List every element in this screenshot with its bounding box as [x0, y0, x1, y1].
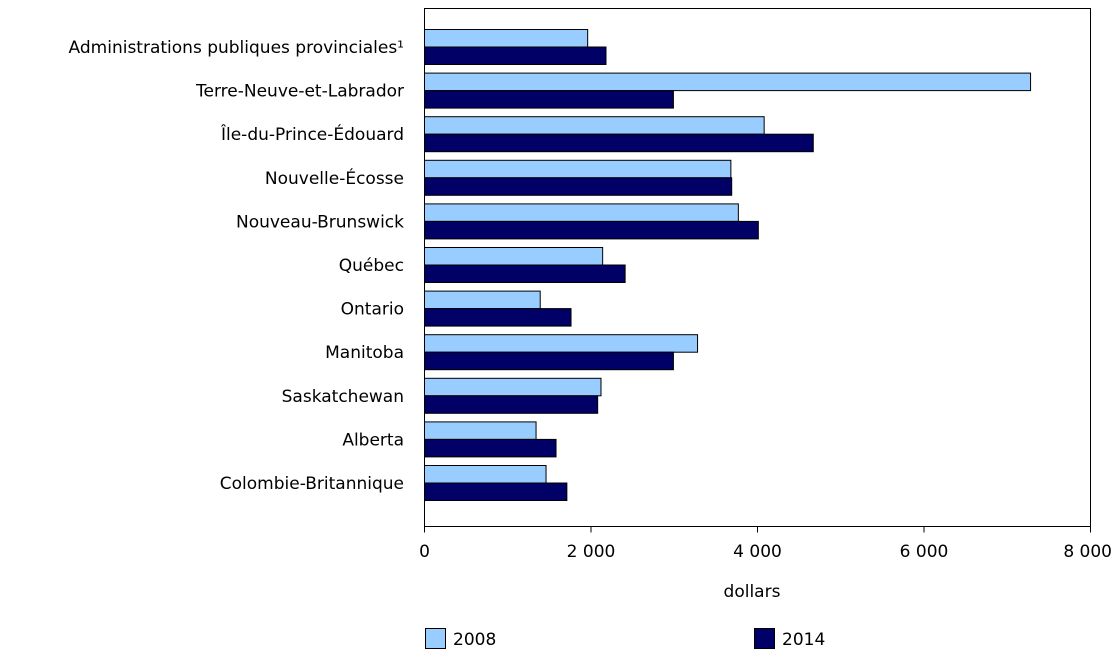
bar-2014-2 — [424, 133, 814, 153]
category-label: Île-du-Prince-Édouard — [220, 123, 404, 145]
bar-2014-1 — [424, 90, 674, 109]
bar-2008-9 — [424, 421, 537, 440]
x-axis-title: dollars — [724, 582, 781, 602]
category-label: Manitoba — [325, 343, 404, 363]
bar-2014-10 — [424, 482, 568, 501]
x-tick-label: 4 000 — [733, 542, 782, 562]
bar-2014-5 — [424, 264, 626, 283]
bar-2008-3 — [424, 159, 732, 179]
category-labels: Administrations publiques provinciales¹ T… — [69, 38, 405, 494]
bar-2014-0 — [424, 46, 607, 65]
x-tick-label: 0 — [419, 542, 430, 562]
category-label: Terre-Neuve-et-Labrador — [195, 82, 404, 102]
category-label: Colombie-Britannique — [220, 474, 404, 494]
category-label: Nouvelle-Écosse — [265, 167, 404, 189]
bar-2008-1 — [424, 72, 1032, 92]
legend-label-2008: 2008 — [453, 630, 496, 650]
bar-2014-7 — [424, 351, 674, 371]
x-tick-label: 6 000 — [900, 542, 949, 562]
category-label: Ontario — [341, 300, 404, 320]
bar-2008-0 — [424, 29, 589, 48]
bar-2008-6 — [424, 290, 541, 310]
bar-2014-9 — [424, 438, 557, 458]
bar-2008-2 — [424, 116, 765, 135]
category-label: Alberta — [342, 430, 404, 450]
bar-2008-7 — [424, 334, 699, 353]
x-tick-label: 8 000 — [1063, 542, 1112, 562]
legend: 2008 2014 — [425, 628, 825, 650]
legend-label-2014: 2014 — [782, 630, 825, 650]
x-tick-label: 2 000 — [567, 542, 616, 562]
x-axis-ticks — [424, 526, 1091, 533]
category-label: Nouveau-Brunswick — [236, 212, 404, 232]
category-label: Administrations publiques provinciales¹ — [69, 38, 404, 58]
bar-2008-5 — [424, 247, 604, 266]
legend-swatch-2014 — [754, 628, 775, 649]
x-axis-tick-labels: 0 2 000 4 000 6 000 8 000 — [419, 542, 1112, 562]
bar-2008-8 — [424, 377, 602, 397]
category-label: Québec — [339, 256, 404, 276]
category-label: Saskatchewan — [282, 387, 404, 407]
bars-group — [424, 29, 1032, 501]
bar-2014-8 — [424, 395, 599, 414]
bar-2008-10 — [424, 465, 547, 484]
bar-2014-6 — [424, 308, 572, 327]
bar-2014-3 — [424, 177, 733, 196]
bar-2014-4 — [424, 220, 759, 240]
bar-2008-4 — [424, 203, 739, 222]
legend-swatch-2008 — [425, 628, 446, 649]
